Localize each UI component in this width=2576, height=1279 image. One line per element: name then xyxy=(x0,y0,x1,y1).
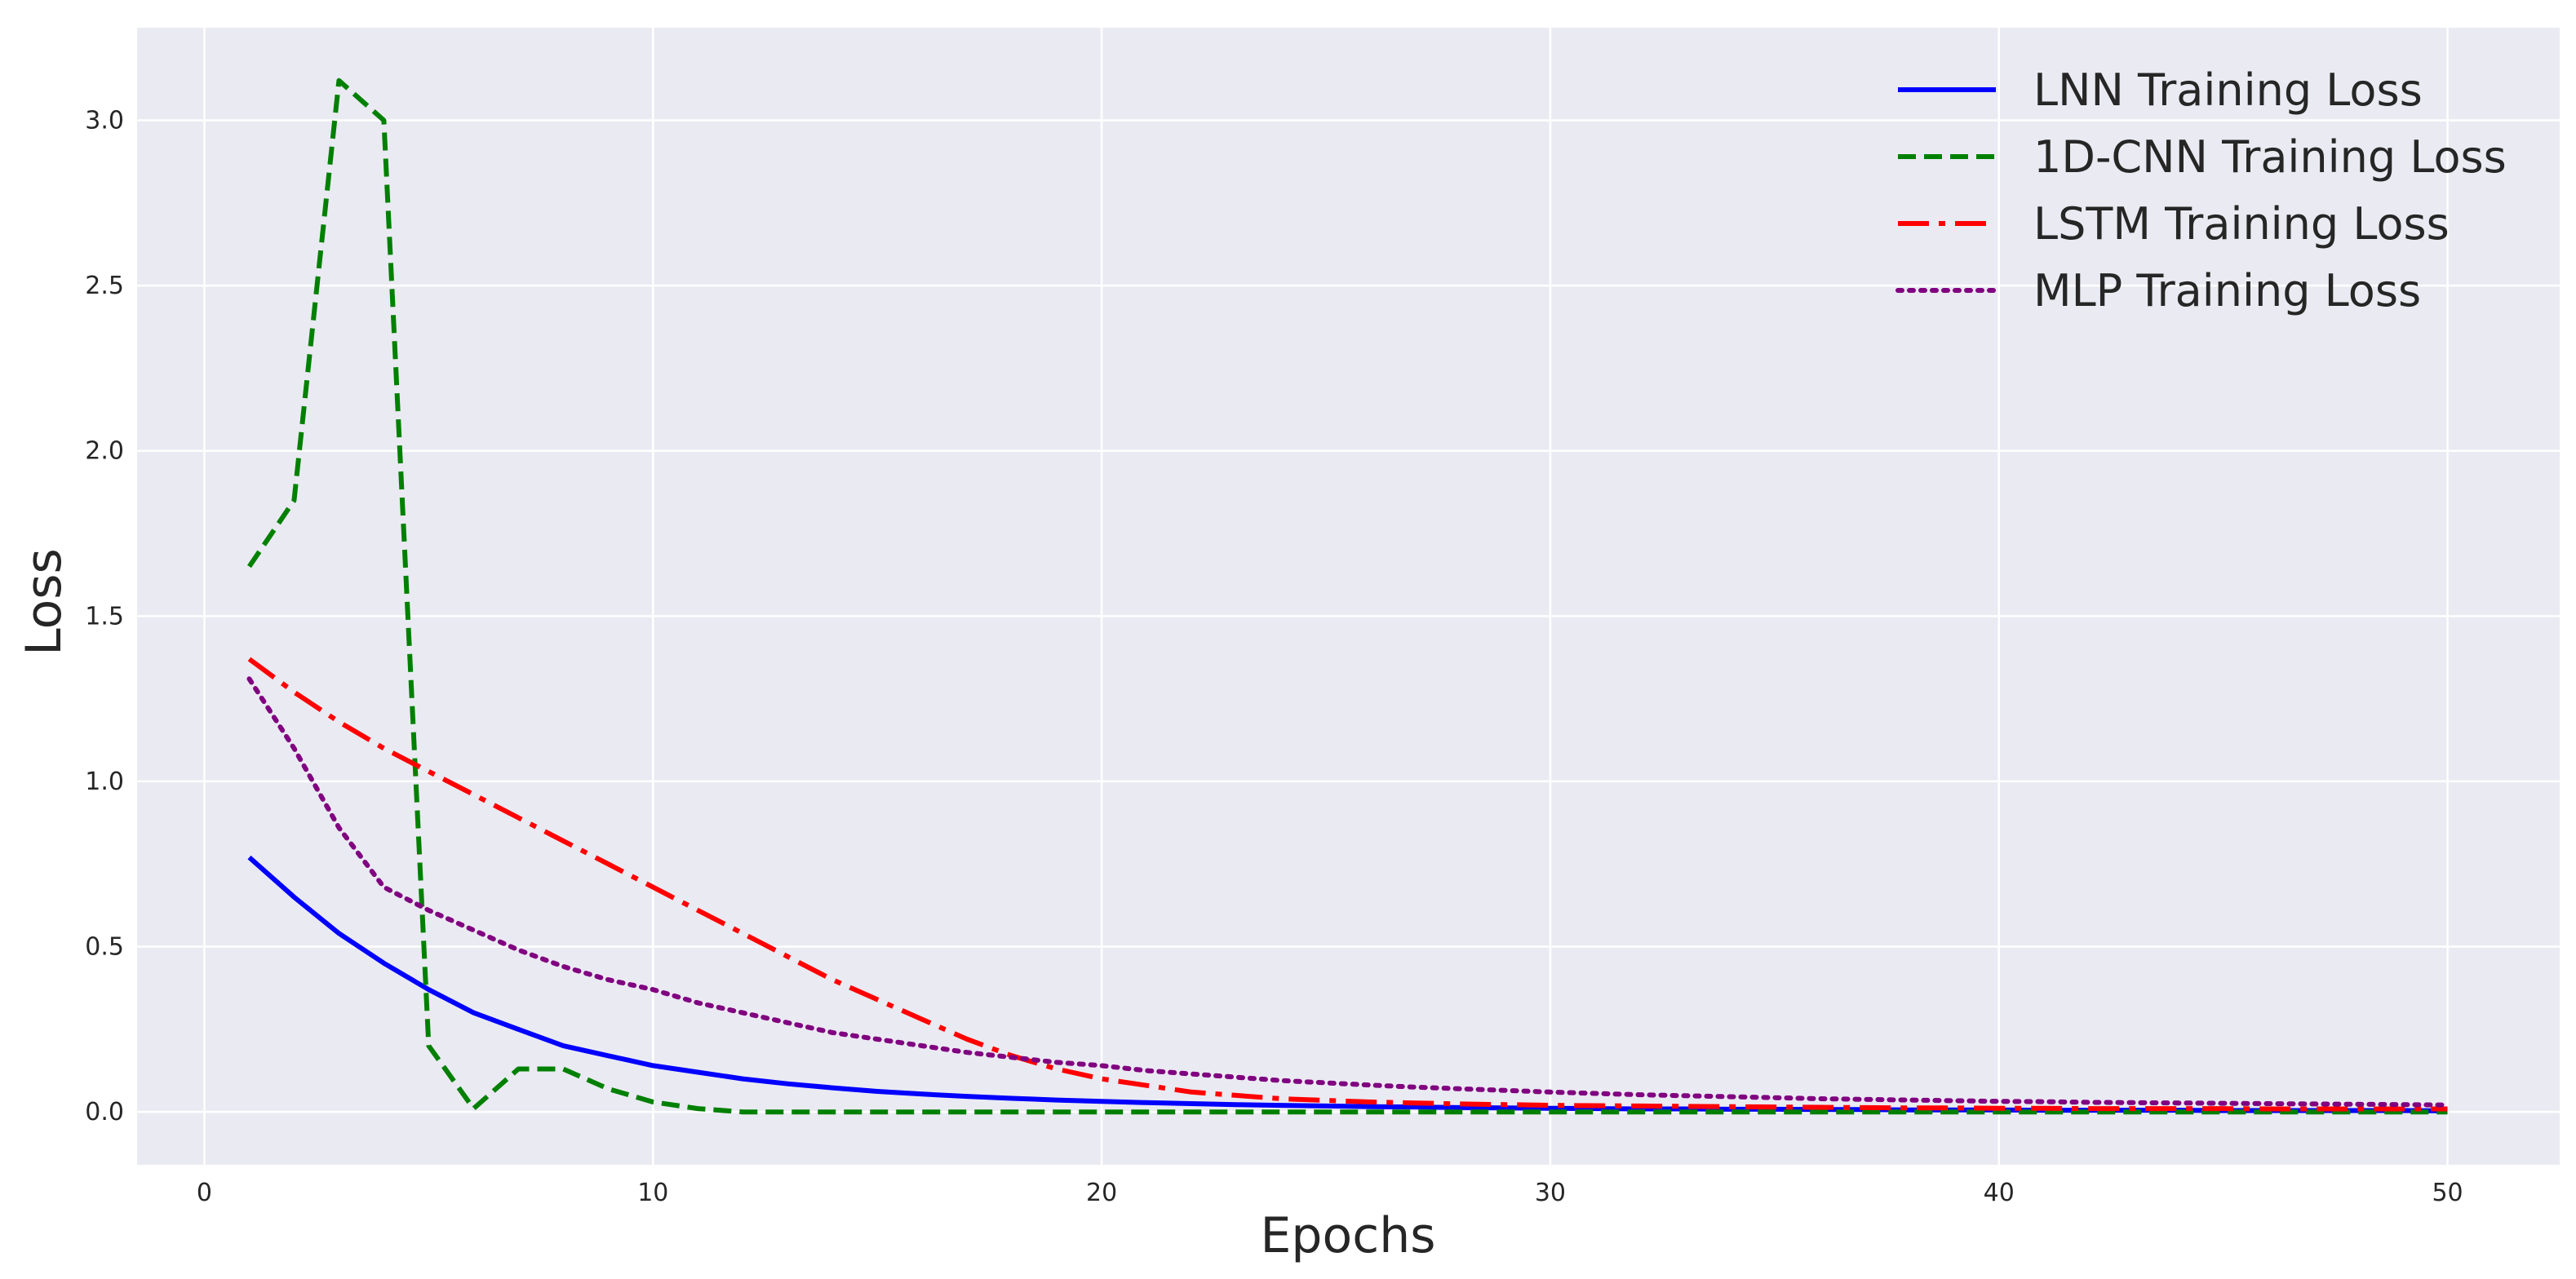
series-layer xyxy=(246,77,2450,1115)
series-line-2 xyxy=(247,77,2448,1115)
y-tick-label: 0.0 xyxy=(85,1098,124,1126)
y-tick-labels: 0.0 0.5 1.0 1.5 2.0 2.5 3.0 xyxy=(85,106,124,1126)
legend-label: LSTM Training Loss xyxy=(2033,198,2450,250)
y-tick-label: 2.0 xyxy=(85,437,124,466)
legend-label: MLP Training Loss xyxy=(2033,265,2421,316)
x-tick-label: 20 xyxy=(1086,1179,1117,1207)
x-tick-label: 10 xyxy=(637,1179,668,1207)
y-axis-title: Loss xyxy=(16,548,73,656)
x-axis-title: Epochs xyxy=(1261,1207,1436,1264)
y-tick-label: 3.0 xyxy=(85,106,124,135)
plot-background xyxy=(137,28,2560,1165)
legend-label: LNN Training Loss xyxy=(2033,64,2423,116)
y-tick-label: 2.5 xyxy=(85,272,124,300)
x-tick-label: 30 xyxy=(1535,1179,1566,1207)
x-tick-labels: 0 10 20 30 40 50 xyxy=(197,1179,2463,1207)
y-tick-label: 0.5 xyxy=(85,933,124,962)
y-tick-label: 1.5 xyxy=(85,602,124,631)
series-line-4 xyxy=(246,676,2450,1108)
legend-label: 1D-CNN Training Loss xyxy=(2033,131,2507,183)
x-tick-label: 40 xyxy=(1984,1179,2015,1207)
x-tick-label: 0 xyxy=(197,1179,212,1207)
series-line-3 xyxy=(247,657,2448,1112)
x-tick-label: 50 xyxy=(2432,1179,2463,1207)
y-tick-label: 1.0 xyxy=(85,768,124,796)
legend: LNN Training Loss 1D-CNN Training Loss LST… xyxy=(1895,64,2507,316)
